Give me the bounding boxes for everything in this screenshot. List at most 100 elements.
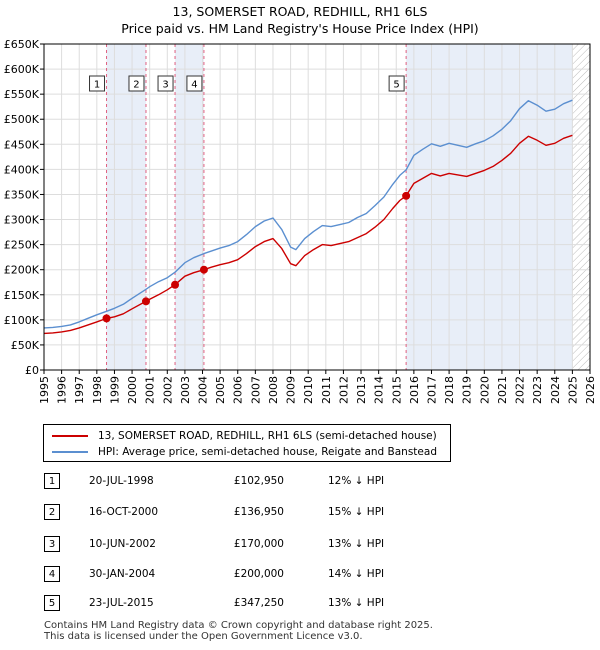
sale-dot xyxy=(141,297,150,306)
x-tick-label: 2014 xyxy=(373,376,386,404)
y-tick-label: £400K xyxy=(4,163,40,176)
legend: 13, SOMERSET ROAD, REDHILL, RH1 6LS (sem… xyxy=(43,424,451,462)
x-tick-label: 1997 xyxy=(73,376,86,404)
x-tick-label: 2009 xyxy=(285,376,298,404)
legend-label-price: 13, SOMERSET ROAD, REDHILL, RH1 6LS (sem… xyxy=(98,430,437,442)
x-tick-label: 2019 xyxy=(461,376,474,404)
sale-dot xyxy=(102,314,111,323)
y-tick-label: £200K xyxy=(4,264,40,277)
x-tick-label: 2021 xyxy=(496,376,509,404)
sale-hpi-diff: 13% ↓ HPI xyxy=(328,597,385,609)
y-tick-label: £350K xyxy=(4,188,40,201)
sale-date: 16-OCT-2000 xyxy=(89,506,158,518)
sale-label: 1 xyxy=(94,80,100,91)
legend-item-hpi: HPI: Average price, semi-detached house,… xyxy=(52,444,437,460)
x-tick-label: 2018 xyxy=(443,376,456,404)
x-tick-label: 2024 xyxy=(549,376,562,404)
x-tick-label: 2020 xyxy=(478,376,491,404)
shaded-span xyxy=(175,44,204,370)
sale-label-box xyxy=(128,75,145,92)
sale-label: 4 xyxy=(191,80,197,91)
sale-price: £200,000 xyxy=(233,568,284,580)
sale-label: 3 xyxy=(162,80,168,91)
x-tick-label: 2007 xyxy=(249,376,262,404)
sale-hpi-diff: 15% ↓ HPI xyxy=(328,506,385,518)
sale-dot xyxy=(171,280,180,289)
legend-label-hpi: HPI: Average price, semi-detached house,… xyxy=(98,446,437,458)
sale-hpi-diff: 14% ↓ HPI xyxy=(328,568,385,580)
x-tick-label: 1998 xyxy=(91,376,104,404)
x-tick-label: 2015 xyxy=(390,376,403,404)
sale-date: 30-JAN-2004 xyxy=(89,568,156,580)
y-tick-label: £300K xyxy=(4,214,40,227)
title-line-2: Price paid vs. HM Land Registry's House … xyxy=(121,21,479,36)
sale-row: 4 30-JAN-2004 £200,000 14% ↓ HPI xyxy=(44,566,544,583)
y-tick-label: £450K xyxy=(4,138,40,151)
sale-hpi-diff: 12% ↓ HPI xyxy=(328,475,385,487)
sale-price: £170,000 xyxy=(233,538,284,550)
legend-swatch-price xyxy=(52,435,88,437)
sale-number-badge: 4 xyxy=(44,566,60,582)
x-tick-label: 2022 xyxy=(514,376,527,404)
y-tick-label: £650K xyxy=(4,38,40,51)
price-chart: 1 2 3 4 5 £0 £50K £100K £150K £200K £250K £300K £35… xyxy=(4,38,597,404)
sale-dot xyxy=(402,191,411,200)
x-tick-label: 2023 xyxy=(531,376,544,404)
sale-number-badge: 5 xyxy=(44,595,60,611)
x-tick-label: 2010 xyxy=(302,376,315,404)
footer: Contains HM Land Registry data © Crown c… xyxy=(44,620,433,642)
x-tick-label: 2005 xyxy=(214,376,227,404)
y-tick-label: £150K xyxy=(4,289,40,302)
x-tick-label: 2025 xyxy=(566,376,579,404)
x-tick-label: 1999 xyxy=(108,376,121,404)
x-tick-label: 2004 xyxy=(197,376,210,404)
footer-line-1: Contains HM Land Registry data © Crown c… xyxy=(44,620,433,631)
x-tick-label: 2012 xyxy=(337,376,350,404)
x-tick-label: 2006 xyxy=(232,376,245,404)
y-tick-label: £550K xyxy=(4,88,40,101)
sale-date: 20-JUL-1998 xyxy=(89,475,154,487)
series-line-price xyxy=(43,134,573,335)
x-tick-label: 2016 xyxy=(408,376,421,404)
sale-dot xyxy=(199,265,208,274)
legend-item-price: 13, SOMERSET ROAD, REDHILL, RH1 6LS (sem… xyxy=(52,428,437,444)
x-tick-label: 2001 xyxy=(144,376,157,404)
sale-hpi-diff: 13% ↓ HPI xyxy=(328,538,385,550)
sale-date: 23-JUL-2015 xyxy=(89,597,154,609)
series-lines xyxy=(43,99,573,335)
sale-price: £347,250 xyxy=(233,597,284,609)
x-tick-label: 2026 xyxy=(584,376,597,404)
sale-label-box xyxy=(186,75,203,92)
x-tick-label: 1996 xyxy=(56,376,69,404)
x-tick-label: 2002 xyxy=(161,376,174,404)
shaded-spans xyxy=(106,44,590,370)
sale-label-box xyxy=(388,75,405,92)
sale-markers: 1 2 3 4 5 xyxy=(89,44,407,370)
x-tick-label: 2003 xyxy=(179,376,192,404)
y-tick-label: £50K xyxy=(11,339,40,352)
y-tick-label: £0 xyxy=(25,364,39,377)
chart-title: 13, SOMERSET ROAD, REDHILL, RH1 6LS Pric… xyxy=(0,3,600,37)
sale-number-badge: 2 xyxy=(44,504,60,520)
plot-frame xyxy=(43,43,591,371)
axes: £0 £50K £100K £150K £200K £250K £300K £350K £400… xyxy=(4,38,597,404)
title-line-1: 13, SOMERSET ROAD, REDHILL, RH1 6LS xyxy=(172,4,428,19)
sale-label-box xyxy=(89,75,106,92)
sale-dots xyxy=(102,191,411,323)
sale-row: 1 20-JUL-1998 £102,950 12% ↓ HPI xyxy=(44,473,544,490)
sale-row: 3 10-JUN-2002 £170,000 13% ↓ HPI xyxy=(44,536,544,553)
y-tick-label: £600K xyxy=(4,63,40,76)
x-tick-label: 2017 xyxy=(425,376,438,404)
series-line-hpi xyxy=(43,99,573,329)
sale-label: 5 xyxy=(393,80,399,91)
x-tick-label: 2013 xyxy=(355,376,368,404)
footer-line-2: This data is licensed under the Open Gov… xyxy=(44,631,363,642)
sale-number-badge: 3 xyxy=(44,536,60,552)
sale-price: £102,950 xyxy=(233,475,284,487)
y-tick-label: £100K xyxy=(4,314,40,327)
grid xyxy=(43,43,591,371)
x-tick-label: 2000 xyxy=(126,376,139,404)
x-tick-label: 1995 xyxy=(38,376,51,404)
sale-row: 5 23-JUL-2015 £347,250 13% ↓ HPI xyxy=(44,595,544,612)
shaded-span xyxy=(406,44,573,370)
